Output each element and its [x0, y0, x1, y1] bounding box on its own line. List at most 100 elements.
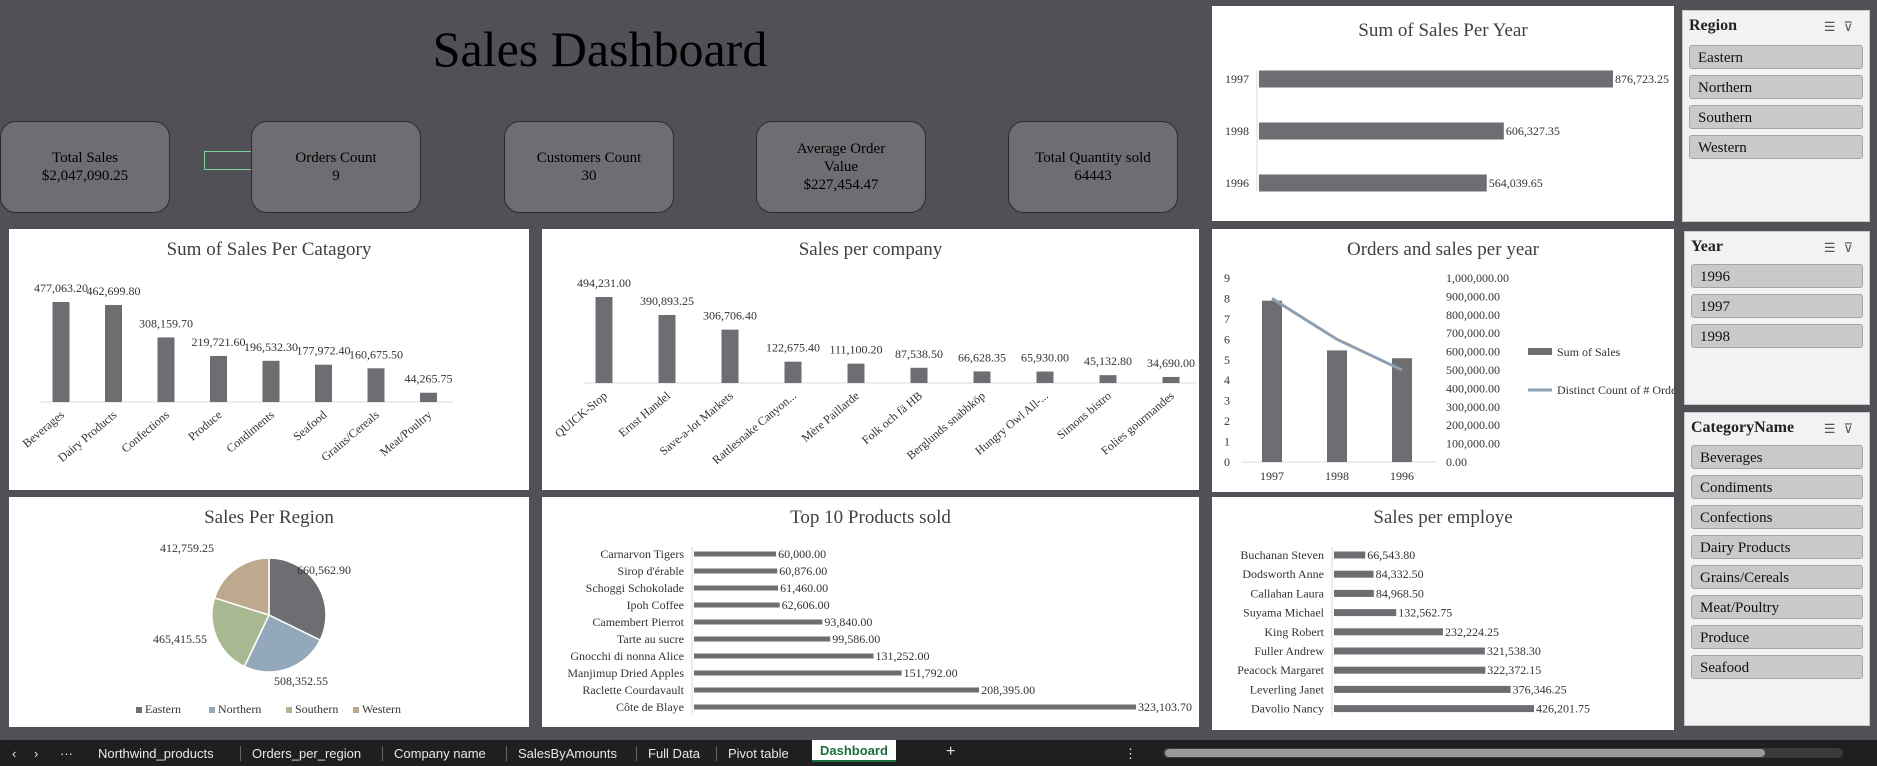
bar	[1334, 705, 1534, 713]
slicer-header: Region	[1689, 17, 1737, 34]
category-label: Gnocchi di nonna Alice	[570, 649, 684, 663]
options-icon[interactable]: ⋮	[1124, 746, 1137, 761]
data-label: 84,332.50	[1376, 567, 1424, 581]
bar	[973, 371, 991, 383]
kpi-label: Total Quantity sold	[1035, 150, 1151, 166]
y2-axis-tick: 1,000,000.00	[1446, 271, 1509, 285]
chart-orders-sales-per-year[interactable]: Orders and sales per year 0 1 2 3 4 5 6 7 8 9 0.00…	[1212, 229, 1674, 492]
tab-company-name[interactable]: Company name	[394, 746, 486, 761]
y2-axis-tick: 800,000.00	[1446, 308, 1500, 322]
clear-filter-icon[interactable]: ⊽	[1843, 19, 1861, 34]
slicer-item-northern[interactable]: Northern	[1689, 75, 1863, 99]
chart-svg: 1997 876,723.25 1998 606,327.35 1996 564,039.…	[1225, 70, 1669, 192]
data-label: 376,346.25	[1513, 682, 1567, 696]
category-label: Confections	[118, 407, 172, 455]
data-label: 111,100.20	[829, 343, 882, 357]
chart-svg: 494,231.00 QUICK-Stop 390,893.25 Ernst Hand…	[552, 276, 1196, 467]
category-label: Raclette Courdavault	[582, 683, 684, 697]
kpi-customers-count: Customers Count 30	[504, 121, 674, 213]
slicer-item-confections[interactable]: Confections	[1691, 505, 1863, 529]
kpi-label: Customers Count	[536, 150, 642, 166]
data-label: 44,265.75	[405, 372, 453, 386]
horizontal-scrollbar[interactable]	[1163, 748, 1843, 758]
y-axis-tick: 5	[1224, 353, 1230, 367]
slicer-item-seafood[interactable]: Seafood	[1691, 655, 1863, 679]
slicer-item-1998[interactable]: 1998	[1691, 324, 1863, 348]
slicer-item-western[interactable]: Western	[1689, 135, 1863, 159]
data-label: 412,759.25	[160, 541, 214, 555]
chart-sales-per-region[interactable]: Sales Per Region 660,562.90 508,352.55 465…	[9, 497, 529, 727]
tab-dashboard[interactable]: Dashboard	[812, 740, 896, 762]
bar	[1334, 685, 1511, 693]
tab-orders-per-region[interactable]: Orders_per_region	[252, 746, 362, 761]
chart-sales-per-category[interactable]: Sum of Sales Per Catagory 477,063.20 Beve…	[9, 229, 529, 490]
data-label: 34,690.00	[1147, 356, 1195, 370]
clear-filter-icon[interactable]: ⊽	[1843, 421, 1861, 436]
chart-sales-per-year[interactable]: Sum of Sales Per Year 1997 876,723.25 1998…	[1212, 6, 1674, 221]
tab-sales-by-amounts[interactable]: SalesByAmounts	[518, 746, 617, 761]
category-label: Grains/Cereals	[318, 407, 382, 464]
data-label: 151,792.00	[904, 666, 958, 680]
slicer-item-meat-poultry[interactable]: Meat/Poultry	[1691, 595, 1863, 619]
slicer-header: Year	[1691, 238, 1723, 255]
data-label: 660,562.90	[297, 563, 351, 577]
slicer-category: CategoryName ☰⊽ Beverages Condiments Con…	[1684, 412, 1870, 726]
add-sheet-button[interactable]: +	[946, 743, 956, 760]
y2-axis-tick: 100,000.00	[1446, 437, 1500, 451]
category-label: QUICK-Stop	[552, 389, 610, 441]
chart-sales-per-company[interactable]: Sales per company 494,231.00 QUICK-Stop 39…	[542, 229, 1199, 490]
data-label: 93,840.00	[824, 615, 872, 629]
prev-sheet-icon[interactable]: ‹	[12, 746, 17, 761]
multi-select-icon[interactable]: ☰	[1823, 421, 1844, 436]
data-label: 84,968.50	[1376, 586, 1424, 600]
bar	[658, 314, 676, 383]
data-label: 196,532.30	[244, 340, 298, 354]
data-label: 321,538.30	[1487, 644, 1541, 658]
tab-pivot-table[interactable]: Pivot table	[728, 746, 789, 761]
tab-northwind-products[interactable]: Northwind_products	[98, 746, 214, 761]
slicer-item-beverages[interactable]: Beverages	[1691, 445, 1863, 469]
slicer-item-grains-cereals[interactable]: Grains/Cereals	[1691, 565, 1863, 589]
chart-top-10-products[interactable]: Top 10 Products sold Carnarvon Tigers 60,…	[542, 497, 1199, 727]
category-label: 1996	[1390, 469, 1414, 483]
category-label: Sirop d'érable	[618, 564, 684, 578]
next-sheet-icon[interactable]: ›	[34, 746, 39, 761]
slicer-item-1996[interactable]: 1996	[1691, 264, 1863, 288]
multi-select-icon[interactable]: ☰	[1823, 240, 1844, 255]
legend-swatch	[353, 707, 359, 713]
category-label: Ernst Handel	[616, 388, 674, 440]
data-label: 177,972.40	[297, 344, 351, 358]
category-label: 1998	[1325, 469, 1349, 483]
data-label: 61,460.00	[780, 581, 828, 595]
bar	[694, 619, 823, 625]
slicer-item-1997[interactable]: 1997	[1691, 294, 1863, 318]
slicer-item-southern[interactable]: Southern	[1689, 105, 1863, 129]
slicer-item-condiments[interactable]: Condiments	[1691, 475, 1863, 499]
y-axis-tick: 4	[1224, 373, 1230, 387]
scrollbar-thumb[interactable]	[1165, 749, 1765, 757]
clear-filter-icon[interactable]: ⊽	[1843, 240, 1861, 255]
data-label: 131,252.00	[876, 649, 930, 663]
sheet-tab-bar: ‹ › ··· Northwind_products Orders_per_re…	[0, 740, 1877, 766]
y-axis-tick: 1	[1224, 435, 1230, 449]
tab-full-data[interactable]: Full Data	[648, 746, 701, 761]
category-label: King Robert	[1264, 625, 1324, 639]
data-label: 132,562.75	[1398, 606, 1452, 620]
y-axis-tick: 0	[1224, 455, 1230, 469]
multi-select-icon[interactable]: ☰	[1823, 19, 1844, 34]
more-sheets-icon[interactable]: ···	[60, 746, 73, 761]
bar	[694, 551, 777, 557]
series-line	[1271, 297, 1403, 372]
bar	[315, 364, 332, 402]
pie-slice	[211, 597, 271, 668]
y-axis-tick: 6	[1224, 332, 1230, 346]
data-label: 160,675.50	[349, 347, 403, 361]
chart-svg: 0 1 2 3 4 5 6 7 8 9 0.00 100,000.00 200,000.00 300,00…	[1224, 271, 1674, 483]
slicer-item-eastern[interactable]: Eastern	[1689, 45, 1863, 69]
chart-sales-per-employee[interactable]: Sales per employe Buchanan Steven 66,543.…	[1212, 497, 1674, 730]
slicer-item-produce[interactable]: Produce	[1691, 625, 1863, 649]
shape-connector	[204, 151, 254, 170]
slicer-item-dairy-products[interactable]: Dairy Products	[1691, 535, 1863, 559]
y2-axis-tick: 400,000.00	[1446, 381, 1500, 395]
data-label: 462,699.80	[87, 284, 141, 298]
